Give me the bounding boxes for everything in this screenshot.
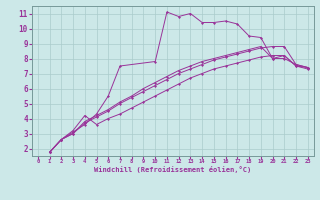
X-axis label: Windchill (Refroidissement éolien,°C): Windchill (Refroidissement éolien,°C) [94,166,252,173]
